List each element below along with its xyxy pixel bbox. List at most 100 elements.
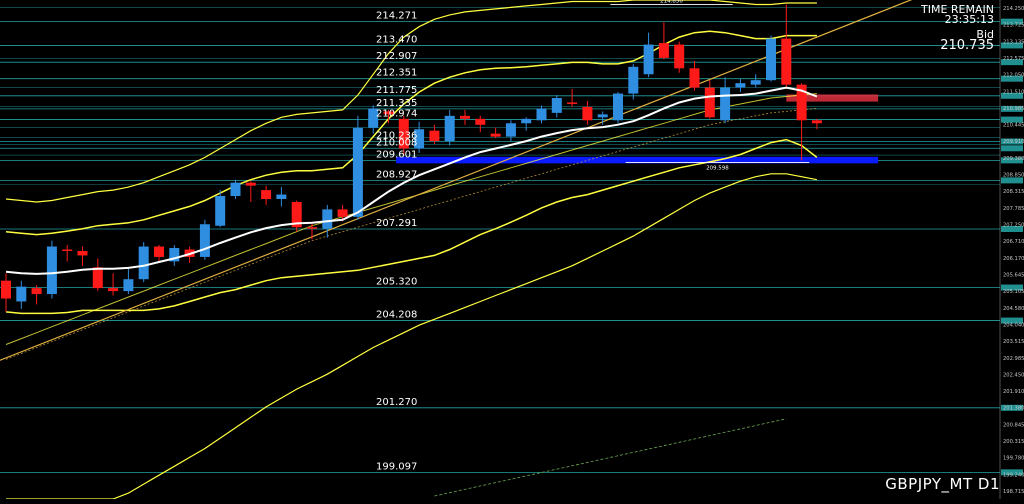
bull-candle: [613, 93, 623, 121]
level-axis-tag: [1001, 469, 1023, 476]
level-axis-tag: [1001, 157, 1023, 164]
price-axis-tick: 198.715: [1003, 489, 1024, 495]
level-label: 205.320: [376, 277, 417, 288]
bull-candle: [368, 108, 379, 128]
level-label: 208.927: [376, 169, 417, 180]
bull-candle: [597, 114, 608, 118]
level-label: 210.974: [376, 109, 417, 120]
level-label: 212.351: [376, 68, 417, 79]
price-axis-tick: 212.050: [1003, 73, 1024, 79]
inner-upper-band: [5, 30, 817, 236]
price-axis-tick: 202.985: [1003, 356, 1024, 362]
bear-candle: [31, 288, 42, 295]
bull-candle: [138, 246, 149, 280]
price-axis-tick: 201.910: [1003, 389, 1024, 395]
bull-candle: [628, 66, 639, 94]
level-axis-tag: [1001, 404, 1023, 411]
level-label: 199.097: [376, 461, 417, 472]
price-axis-tick: 209.910: [1003, 139, 1024, 145]
bull-candle: [735, 83, 746, 88]
level-axis-tag: [1001, 225, 1023, 232]
slow-average-line: [5, 93, 817, 345]
bear-candle: [62, 249, 73, 251]
price-axis-tick: 208.315: [1003, 189, 1024, 195]
bear-candle: [307, 227, 317, 229]
bear-candle: [781, 38, 792, 85]
bear-candle: [674, 44, 685, 69]
bear-candle: [658, 43, 669, 58]
time-remain-label: TIME REMAIN: [921, 3, 994, 16]
bear-candle: [582, 106, 593, 121]
bear-candle: [490, 133, 501, 137]
price-axis-tick: 208.850: [1003, 173, 1024, 179]
bear-candle: [689, 68, 700, 88]
bear-candle: [92, 267, 103, 289]
bear-candle: [77, 250, 88, 256]
price-axis-tick: 200.845: [1003, 422, 1024, 428]
bull-candle: [505, 123, 516, 137]
bear-candle: [383, 111, 394, 115]
bid-label: Bid: [976, 28, 994, 41]
bear-candle: [337, 209, 348, 217]
high-marker-label: 214.850: [660, 0, 683, 4]
level-axis-tag: [1001, 105, 1023, 112]
level-axis-tag: [1001, 138, 1023, 145]
level-label: 201.270: [376, 397, 417, 408]
level-label: 209.601: [376, 149, 417, 160]
level-axis-tag: [1001, 18, 1023, 25]
level-axis-tag: [1001, 177, 1023, 184]
symbol-label: GBPJPY_MT D1: [885, 475, 1000, 493]
bear-candle: [291, 201, 302, 228]
bull-candle: [16, 286, 27, 302]
level-label: 211.335: [376, 98, 417, 109]
price-axis-tick: 206.710: [1003, 239, 1024, 245]
price-axis-tick: 210.985: [1003, 106, 1024, 112]
bull-candle: [551, 98, 562, 113]
price-axis-tick: 213.725: [1003, 23, 1024, 29]
price-axis-tick: 202.450: [1003, 372, 1024, 378]
bull-candle: [230, 182, 241, 197]
time-remain-value: 23:35:13: [944, 13, 994, 26]
price-axis-tick: 200.315: [1003, 439, 1024, 445]
bull-candle: [123, 279, 134, 292]
bull-candle: [766, 38, 776, 81]
level-axis-tag: [1001, 317, 1023, 324]
bid-value: 210.735: [940, 38, 994, 53]
zones: [396, 94, 879, 164]
price-axis-tick: 203.515: [1003, 339, 1024, 345]
bull-candle: [750, 80, 761, 85]
price-axis-tick: 199.780: [1003, 456, 1024, 462]
support-zone: [396, 156, 879, 164]
level-label: 213.470: [376, 34, 417, 45]
bull-candle: [720, 87, 731, 121]
price-axis-tick: 209.380: [1003, 156, 1024, 162]
level-axis-tag: [1001, 59, 1023, 66]
bear-candle: [154, 246, 164, 257]
price-axis-tick: 214.250: [1003, 6, 1024, 12]
bear-candle: [398, 118, 409, 149]
inner-lower-band: [5, 138, 818, 315]
lower-trendline: [434, 418, 787, 497]
level-label: 211.775: [376, 85, 417, 96]
bull-candle: [352, 127, 363, 217]
bear-candle: [261, 190, 272, 200]
bull-candle: [46, 246, 57, 295]
bull-candle: [414, 129, 425, 149]
price-axis-tick: 199.240: [1003, 472, 1024, 478]
level-label: 212.907: [376, 51, 417, 62]
level-label: 210.236: [376, 131, 417, 142]
bear-candle: [475, 118, 486, 125]
level-axis-tag: [1001, 116, 1023, 123]
bear-candle: [796, 84, 807, 121]
bull-candle: [521, 118, 532, 124]
level-axis-tag: [1001, 75, 1023, 82]
bull-candle: [169, 248, 180, 262]
level-label: 214.271: [376, 11, 417, 22]
resistance-zone: [786, 94, 879, 102]
price-axis-tick: 206.170: [1003, 256, 1024, 262]
price-axis-tick: 213.135: [1003, 39, 1024, 45]
